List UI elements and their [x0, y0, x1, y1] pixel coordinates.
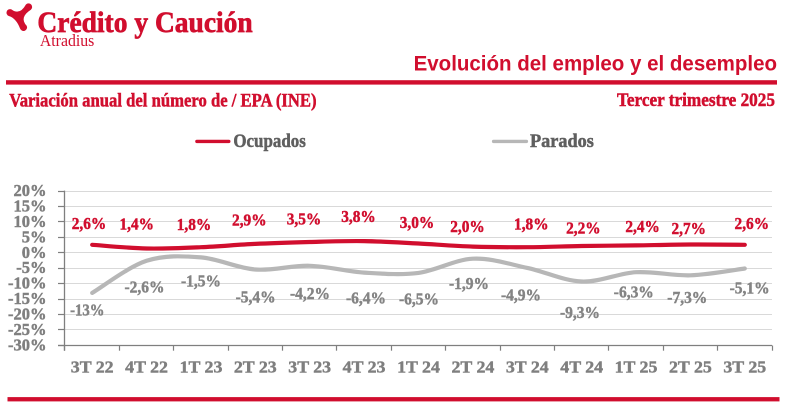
svg-text:2T 23: 2T 23	[234, 358, 277, 377]
svg-text:1T 23: 1T 23	[180, 358, 223, 377]
svg-text:0%: 0%	[22, 243, 47, 262]
svg-text:-5,1%: -5,1%	[730, 278, 770, 297]
svg-text:Variación anual del número de: Variación anual del número de / EPA (INE…	[9, 90, 316, 111]
svg-text:-5,4%: -5,4%	[236, 288, 276, 307]
svg-text:3,8%: 3,8%	[341, 207, 376, 226]
svg-text:2,7%: 2,7%	[671, 219, 706, 238]
svg-text:2T 25: 2T 25	[669, 358, 712, 377]
svg-text:3,0%: 3,0%	[400, 213, 435, 232]
svg-text:1,8%: 1,8%	[514, 215, 549, 234]
svg-text:2,9%: 2,9%	[232, 210, 267, 229]
svg-text:2,0%: 2,0%	[450, 217, 485, 236]
svg-text:-1,9%: -1,9%	[449, 274, 489, 293]
svg-text:3T 22: 3T 22	[71, 358, 114, 377]
svg-text:2T 24: 2T 24	[452, 358, 495, 377]
svg-text:4T 22: 4T 22	[125, 358, 168, 377]
svg-text:Crédito y Caución: Crédito y Caución	[37, 6, 253, 39]
svg-text:-2,6%: -2,6%	[125, 278, 165, 297]
svg-text:-9,3%: -9,3%	[560, 303, 600, 322]
svg-text:15%: 15%	[14, 197, 47, 216]
svg-text:Parados: Parados	[530, 132, 594, 152]
svg-text:Atradius: Atradius	[40, 31, 94, 50]
svg-text:Evolución del empleo y el dese: Evolución del empleo y el desempleo	[414, 53, 777, 76]
svg-text:-5%: -5%	[16, 258, 46, 277]
svg-text:3T 23: 3T 23	[288, 358, 331, 377]
svg-text:Ocupados: Ocupados	[233, 132, 305, 152]
svg-text:-20%: -20%	[8, 305, 47, 324]
svg-text:2,6%: 2,6%	[735, 214, 770, 233]
svg-text:3T 25: 3T 25	[723, 358, 766, 377]
svg-text:-13%: -13%	[70, 300, 104, 319]
svg-text:-4,9%: -4,9%	[501, 285, 541, 304]
svg-text:1T 24: 1T 24	[397, 358, 440, 377]
svg-text:-4,2%: -4,2%	[290, 284, 330, 303]
svg-text:10%: 10%	[14, 212, 47, 231]
svg-text:4T 23: 4T 23	[343, 358, 386, 377]
svg-text:-7,3%: -7,3%	[667, 288, 707, 307]
svg-text:-1,5%: -1,5%	[181, 272, 221, 291]
svg-text:5%: 5%	[22, 227, 47, 246]
svg-text:-25%: -25%	[8, 320, 47, 339]
svg-text:-10%: -10%	[8, 274, 47, 293]
svg-text:4T 24: 4T 24	[560, 358, 603, 377]
svg-text:2,6%: 2,6%	[72, 214, 107, 233]
svg-text:3,5%: 3,5%	[287, 210, 322, 229]
svg-text:1T 25: 1T 25	[615, 358, 658, 377]
svg-text:2,4%: 2,4%	[625, 217, 660, 236]
svg-text:-6,5%: -6,5%	[399, 290, 439, 309]
svg-text:-6,3%: -6,3%	[614, 283, 654, 302]
svg-text:1,4%: 1,4%	[119, 214, 154, 233]
svg-text:2,2%: 2,2%	[566, 218, 601, 237]
svg-text:3T 24: 3T 24	[506, 358, 549, 377]
svg-text:Tercer trimestre 2025: Tercer trimestre 2025	[617, 90, 775, 111]
svg-text:1,8%: 1,8%	[177, 215, 212, 234]
svg-text:-6,4%: -6,4%	[346, 289, 386, 308]
svg-text:-30%: -30%	[8, 335, 47, 354]
svg-text:-15%: -15%	[8, 289, 47, 308]
svg-text:20%: 20%	[14, 181, 47, 200]
